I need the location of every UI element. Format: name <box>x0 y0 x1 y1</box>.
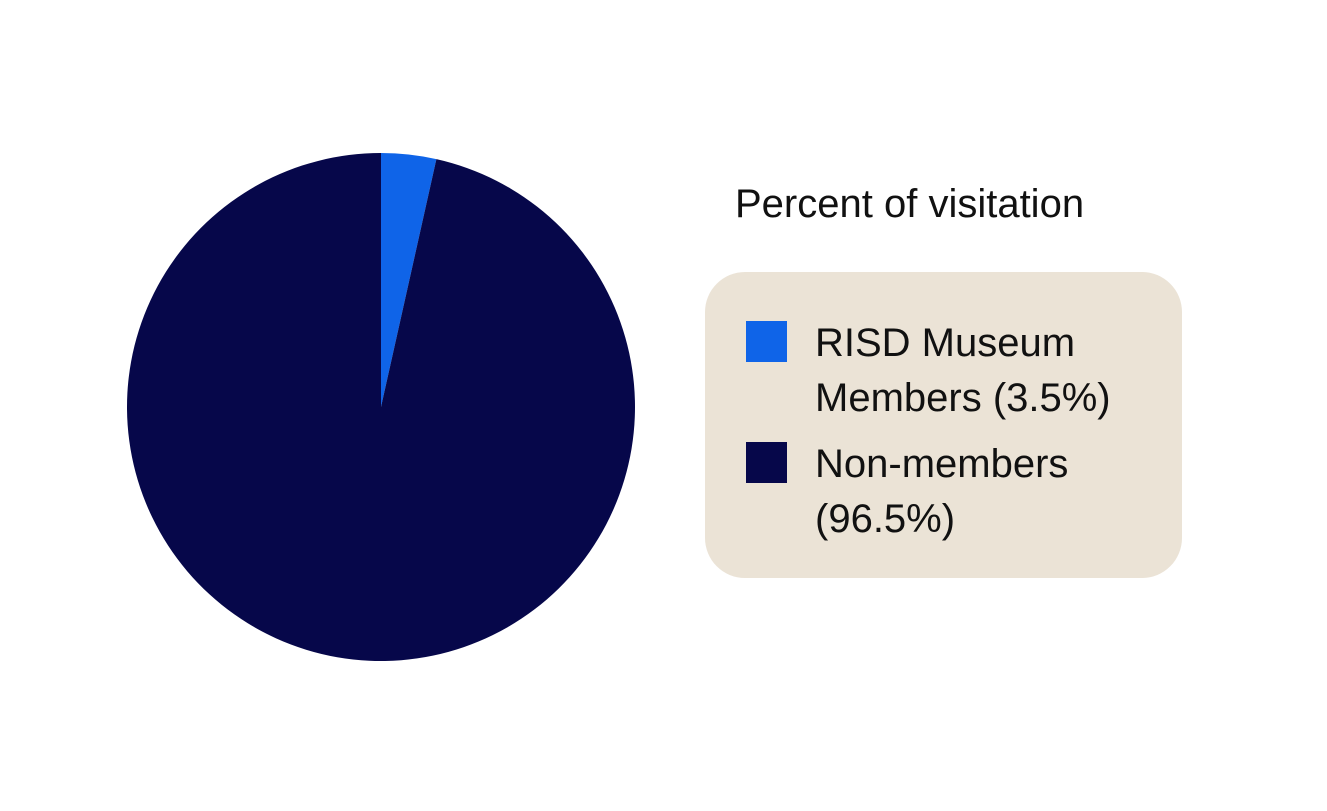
pie-slice <box>381 153 437 407</box>
legend-label: Non-members (96.5%) <box>815 442 1069 541</box>
legend-item: Non-members (96.5%) <box>746 437 1142 547</box>
legend-swatch <box>746 442 787 483</box>
legend-label: RISD Museum Members (3.5%) <box>815 321 1111 420</box>
legend-title: Percent of visitation <box>735 182 1085 226</box>
legend-swatch <box>746 321 787 362</box>
legend: RISD Museum Members (3.5%) Non-members (9… <box>705 272 1182 578</box>
legend-item: RISD Museum Members (3.5%) <box>746 316 1142 426</box>
pie-slice <box>127 153 636 661</box>
